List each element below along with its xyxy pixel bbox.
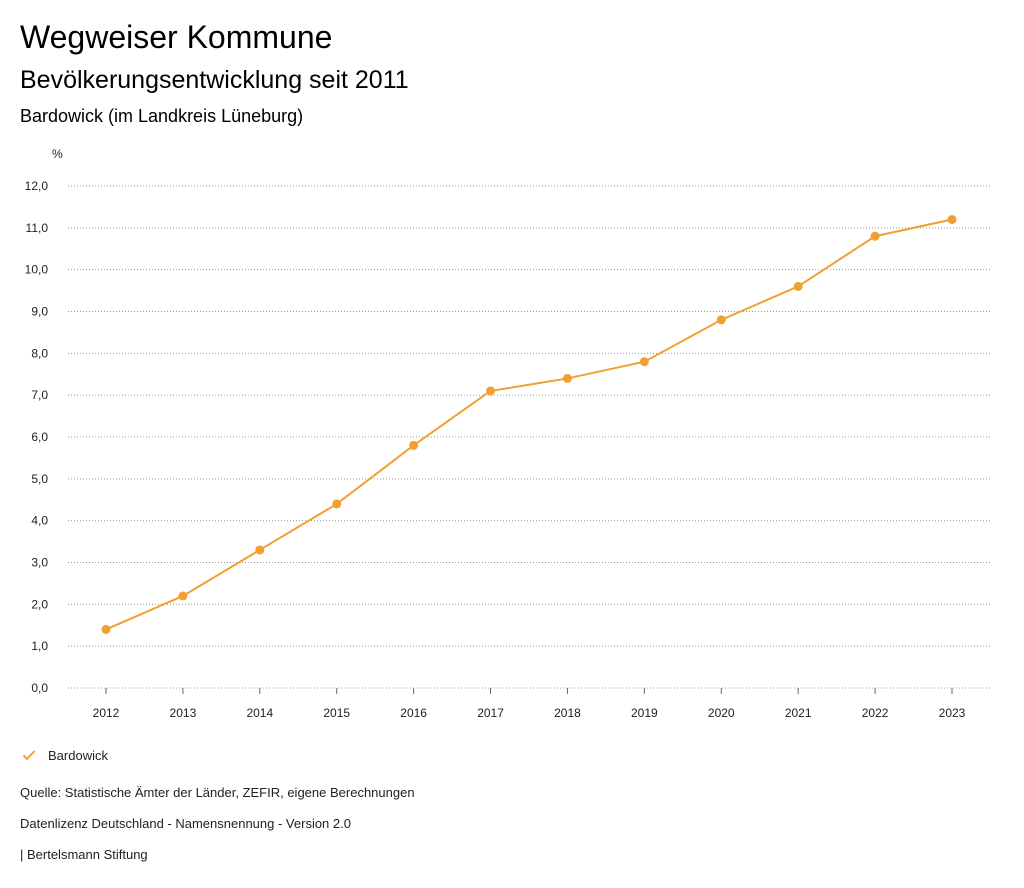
data-point[interactable]: [793, 281, 803, 291]
x-tick-label: 2019: [631, 706, 658, 720]
data-point[interactable]: [332, 499, 342, 509]
data-point[interactable]: [486, 386, 496, 396]
chart-subtitle: Bevölkerungsentwicklung seit 2011: [20, 66, 409, 94]
x-tick-label: 2020: [708, 706, 735, 720]
series-line-bardowick: [105, 218, 953, 631]
x-tick-label: 2017: [477, 706, 504, 720]
y-tick-label: 1,0: [31, 639, 48, 653]
source-note: Quelle: Statistische Ämter der Länder, Z…: [20, 785, 415, 800]
x-tick-label: 2012: [93, 706, 120, 720]
y-tick-label: 6,0: [31, 430, 48, 444]
x-tick-label: 2021: [785, 706, 812, 720]
y-tick-label: 8,0: [31, 346, 48, 360]
y-tick-label: 4,0: [31, 514, 48, 528]
x-tick-label: 2022: [862, 706, 889, 720]
y-tick-label: 9,0: [31, 305, 48, 319]
data-point[interactable]: [639, 357, 649, 367]
data-point[interactable]: [178, 591, 188, 601]
x-tick-label: 2014: [246, 706, 273, 720]
legend-label: Bardowick: [48, 747, 108, 763]
y-tick-label: 12,0: [25, 179, 49, 193]
data-point[interactable]: [947, 214, 957, 224]
data-point[interactable]: [255, 545, 265, 555]
y-tick-label: 7,0: [31, 388, 48, 402]
publisher-note: | Bertelsmann Stiftung: [20, 847, 148, 862]
y-tick-label: 0,0: [31, 681, 48, 695]
x-tick-label: 2023: [939, 706, 966, 720]
data-point[interactable]: [870, 231, 880, 241]
line-chart: % 0,0 1,0 2,0 3,0 4,0 5,0 6,0 7,0 8,0 9,0 10,0 11,0 1…: [25, 147, 990, 720]
page-title: Wegweiser Kommune: [20, 19, 333, 55]
x-tick-label: 2018: [554, 706, 581, 720]
y-tick-label: 11,0: [26, 221, 49, 235]
license-note: Datenlizenz Deutschland - Namensnennung …: [20, 816, 351, 831]
data-point[interactable]: [101, 624, 111, 634]
y-tick-label: 5,0: [31, 472, 48, 486]
y-tick-label: 10,0: [25, 263, 49, 277]
data-point[interactable]: [562, 373, 572, 383]
legend-item-bardowick[interactable]: Bardowick: [22, 745, 108, 765]
x-tick-label: 2015: [323, 706, 350, 720]
x-tick-label: 2016: [400, 706, 427, 720]
y-tick-label: 3,0: [31, 556, 48, 570]
check-icon: [22, 750, 36, 761]
data-point[interactable]: [716, 315, 726, 325]
region-label: Bardowick (im Landkreis Lüneburg): [20, 106, 304, 126]
y-tick-label: 2,0: [31, 597, 48, 611]
data-point[interactable]: [409, 440, 419, 450]
y-axis-unit: %: [52, 147, 63, 161]
x-tick-label: 2013: [170, 706, 197, 720]
